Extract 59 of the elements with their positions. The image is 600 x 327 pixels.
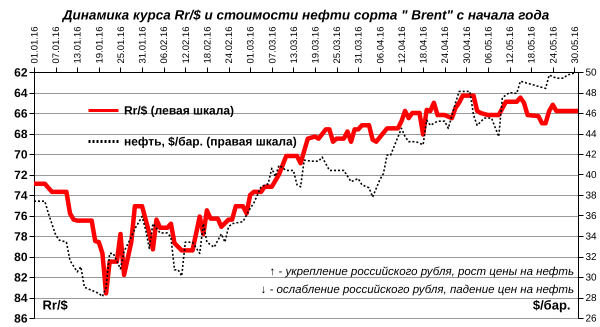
y-tick-label: 64: [14, 86, 28, 100]
y2-tick-label: 38: [586, 190, 598, 202]
y2-tick-label: 46: [586, 108, 598, 120]
x-tick-label: 13.03.16: [288, 26, 300, 64]
y-tick-label: 70: [14, 148, 28, 162]
x-tick-label: 30.04.16: [462, 26, 473, 64]
y-tick-label: 68: [14, 127, 28, 141]
x-tick-label: 13.01.16: [72, 26, 84, 64]
legend-label: Rr/$ (левая шкала): [124, 104, 234, 118]
x-tick-label: 06.05.16: [483, 26, 494, 64]
y2-tick-label: 36: [586, 211, 598, 222]
y2-tick-label: 42: [586, 150, 598, 160]
y-tick-label: 74: [14, 188, 28, 202]
y2-tick-label: 26: [586, 314, 598, 324]
x-tick-label: 18.05.16: [526, 26, 538, 64]
y-tick-label: 62: [14, 66, 28, 80]
x-tick-label: 19.01.16: [94, 26, 106, 64]
x-tick-label: 06.02.16: [159, 26, 170, 64]
y-tick-label: 72: [14, 168, 28, 182]
y2-axis-title: $/бар.: [532, 298, 570, 312]
legend-label: нефть, $/бар. (правая шкала): [124, 134, 297, 148]
y2-tick-label: 28: [586, 293, 598, 304]
x-tick-label: 18.02.16: [202, 26, 214, 64]
x-tick-label: 12.04.16: [396, 26, 408, 64]
x-tick-label: 12.05.16: [505, 26, 516, 64]
x-tick-label: 06.04.16: [375, 26, 386, 64]
annotation: ↓ - ослабление российского рубля, падение цен на нефть: [260, 284, 574, 296]
x-tick-label: 18.04.16: [418, 26, 430, 64]
y2-tick-label: 44: [586, 129, 598, 140]
x-tick-label: 07.01.16: [51, 26, 62, 64]
x-tick-label: 07.03.16: [267, 26, 278, 64]
annotation: ↑ - укрепление российского рубля, рост цены на нефть: [269, 266, 574, 278]
x-tick-label: 01.01.16: [30, 26, 40, 64]
y-axis-title: Rr/$: [42, 298, 69, 312]
x-tick-label: 25.03.16: [332, 26, 344, 64]
y-tick-label: 84: [14, 291, 28, 305]
x-tick-label: 30.05.16: [570, 26, 581, 64]
x-tick-label: 01.03.16: [246, 26, 257, 64]
x-tick-label: 24.04.16: [440, 26, 452, 64]
x-tick-label: 19.03.16: [310, 26, 322, 64]
y-tick-label: 76: [14, 209, 28, 223]
x-tick-label: 24.02.16: [224, 26, 236, 64]
x-tick-label: 31.03.16: [354, 26, 365, 64]
y-tick-label: 80: [14, 250, 28, 264]
y-tick-label: 78: [14, 230, 28, 244]
y2-tick-label: 30: [586, 272, 598, 284]
chart-title: Динамика курса Rr/$ и стоимости нефти сорта " Brent" с начала года: [62, 8, 550, 23]
x-tick-label: 25.01.16: [116, 26, 127, 64]
x-tick-label: 31.01.16: [138, 26, 149, 64]
y-tick-label: 66: [14, 106, 28, 120]
y2-tick-label: 40: [586, 170, 598, 181]
y-tick-label: 86: [14, 312, 28, 326]
y-tick-label: 82: [14, 270, 28, 284]
x-tick-label: 12.02.16: [180, 26, 192, 64]
y2-tick-label: 34: [586, 232, 598, 242]
x-tick-label: 24.05.16: [548, 26, 560, 64]
y2-tick-label: 32: [586, 252, 598, 263]
y2-tick-label: 48: [586, 88, 598, 99]
y2-tick-label: 50: [586, 68, 598, 78]
